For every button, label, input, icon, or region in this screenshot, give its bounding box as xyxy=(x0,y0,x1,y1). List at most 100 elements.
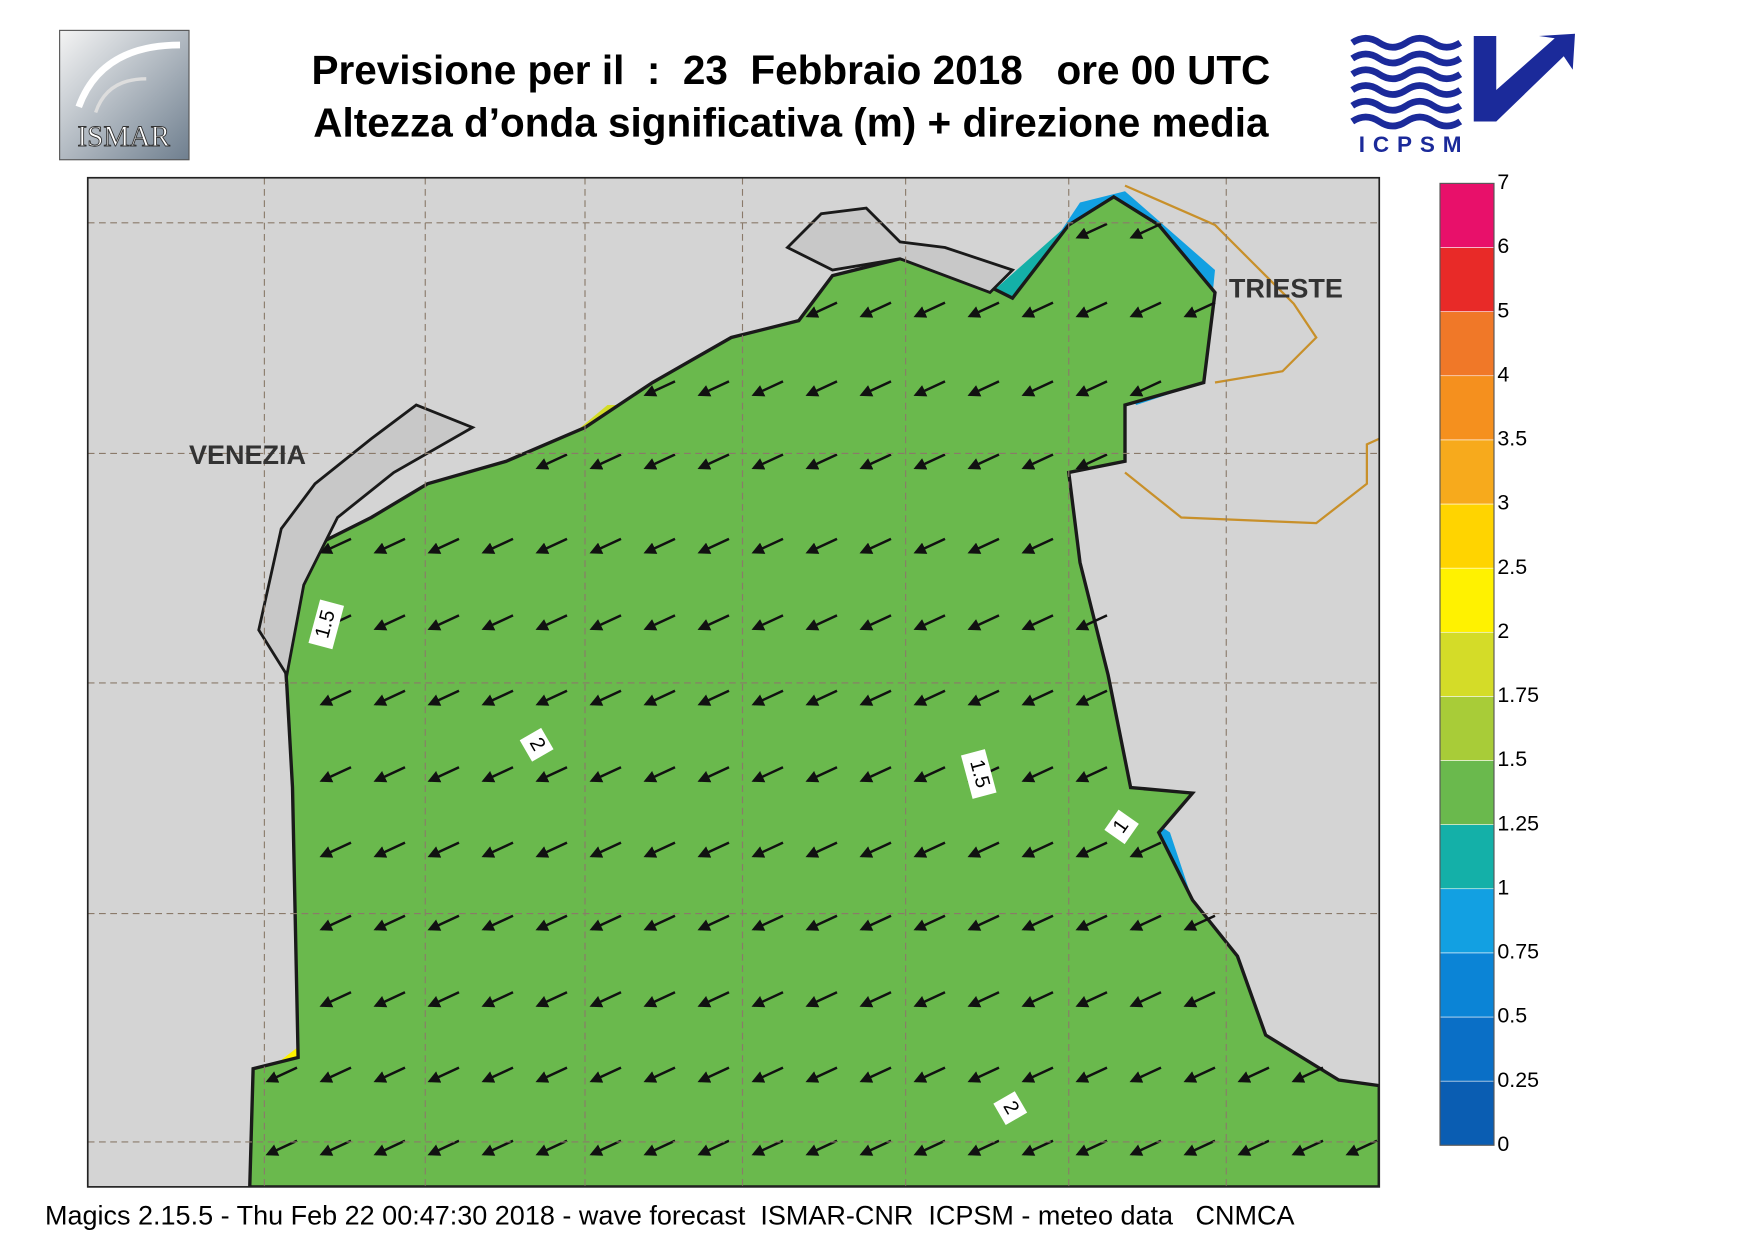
wave-arrow xyxy=(589,1066,622,1083)
wave-arrow xyxy=(589,766,622,783)
wave-arrow xyxy=(751,841,784,858)
wave-arrow xyxy=(859,689,892,706)
colorbar-label: 0.25 xyxy=(1497,1068,1539,1092)
wave-arrow xyxy=(535,841,568,858)
colorbar-label: 0.5 xyxy=(1497,1004,1527,1028)
subtitle: Altezza d’onda significativa (m) + direz… xyxy=(313,100,1269,146)
wave-arrow xyxy=(1183,914,1216,931)
wave-arrow xyxy=(1075,991,1108,1008)
wave-arrow xyxy=(1021,537,1054,554)
ismar-logo: ISMAR xyxy=(59,29,190,161)
wave-arrow xyxy=(373,914,406,931)
wave-arrow xyxy=(1021,841,1054,858)
wave-arrow xyxy=(751,766,784,783)
wave-arrow xyxy=(967,614,1000,631)
wave-arrow xyxy=(805,766,838,783)
wave-arrow xyxy=(913,1139,946,1156)
wave-arrow xyxy=(265,1139,298,1156)
colorbar-label: 4 xyxy=(1497,362,1509,386)
wave-arrow xyxy=(751,537,784,554)
wave-arrow xyxy=(697,614,730,631)
contour-labels: 1.5 2 1.5 1 2 xyxy=(308,599,1139,1126)
wave-arrow xyxy=(805,914,838,931)
footer: Magics 2.15.5 - Thu Feb 22 00:47:30 2018… xyxy=(45,1200,1295,1230)
wave-arrow xyxy=(1129,841,1162,858)
colorbar-segment xyxy=(1439,311,1495,377)
wave-arrow xyxy=(535,766,568,783)
wave-arrow xyxy=(697,380,730,397)
wave-arrow xyxy=(967,1066,1000,1083)
wave-arrow xyxy=(697,537,730,554)
wave-arrow xyxy=(697,1139,730,1156)
wave-arrow xyxy=(535,689,568,706)
colorbar-frame xyxy=(1439,182,1495,1146)
colorbar-label: 1.5 xyxy=(1497,747,1527,771)
wave-arrow xyxy=(373,689,406,706)
wave-arrow xyxy=(805,841,838,858)
wave-arrow xyxy=(1021,1066,1054,1083)
wave-arrow xyxy=(1075,453,1108,470)
wave-arrow xyxy=(1021,614,1054,631)
colorbar-label: 1 xyxy=(1497,875,1509,899)
colorbar-label: 0.75 xyxy=(1497,940,1539,964)
wave-arrow xyxy=(535,991,568,1008)
colorbar-segment xyxy=(1439,888,1495,954)
colorbar-segment xyxy=(1439,567,1495,633)
icpsm-logo-text: ICPSM xyxy=(1359,132,1470,157)
wave-arrow xyxy=(481,1066,514,1083)
wave-arrow xyxy=(481,914,514,931)
wave-arrow xyxy=(481,991,514,1008)
wave-arrow xyxy=(643,914,676,931)
colorbar-segment xyxy=(1439,503,1495,569)
colorbar-segment xyxy=(1439,952,1495,1018)
wave-arrow xyxy=(643,766,676,783)
wave-arrow xyxy=(967,841,1000,858)
colorbar-label: 0 xyxy=(1497,1132,1509,1156)
wave-arrow xyxy=(373,766,406,783)
wave-arrow xyxy=(481,689,514,706)
wave-arrow xyxy=(913,301,946,318)
wave-arrow xyxy=(589,689,622,706)
colorbar-label: 1.75 xyxy=(1497,683,1539,707)
title: Previsione per il : 23 Febbraio 2018 ore… xyxy=(311,47,1270,93)
colorbar-label: 3.5 xyxy=(1497,427,1527,451)
arrows xyxy=(265,222,1378,1156)
border xyxy=(1124,184,1380,525)
wave-arrow xyxy=(1075,380,1108,397)
wave-arrow xyxy=(1075,614,1108,631)
colorbar-segment xyxy=(1439,824,1495,890)
wave-arrow xyxy=(1345,1139,1378,1156)
wave-arrow xyxy=(805,453,838,470)
wave-arrow xyxy=(319,914,352,931)
wave-arrow xyxy=(319,689,352,706)
wave-arrow xyxy=(373,841,406,858)
wave-arrow xyxy=(967,689,1000,706)
wave-arrow xyxy=(427,766,460,783)
wave-arrow xyxy=(1129,914,1162,931)
wave-arrow xyxy=(1075,1139,1108,1156)
wave-arrow xyxy=(427,841,460,858)
wave-arrow xyxy=(643,614,676,631)
wave-arrow xyxy=(805,301,838,318)
colorbar-label: 1.25 xyxy=(1497,811,1539,835)
wave-arrow xyxy=(481,1139,514,1156)
place-label: TRIESTE xyxy=(1229,273,1343,303)
colorbar-segment xyxy=(1439,183,1495,248)
wave-arrow xyxy=(859,1139,892,1156)
wave-arrow xyxy=(859,991,892,1008)
wave-arrow xyxy=(967,537,1000,554)
wave-arrow xyxy=(913,380,946,397)
wave-arrow xyxy=(427,914,460,931)
wave-arrow xyxy=(535,614,568,631)
wave-arrow xyxy=(1075,841,1108,858)
wave-arrow xyxy=(967,1139,1000,1156)
wave-arrow xyxy=(481,766,514,783)
wave-arrow xyxy=(1021,453,1054,470)
lagoon xyxy=(785,206,1016,295)
wave-arrow xyxy=(643,453,676,470)
wave-arrow xyxy=(859,614,892,631)
colorbar: 0 0.25 0.5 0.75 1 1.25 1.5 1.75 2 2.5 3 3.5 4 5 6 7 xyxy=(1439,170,1539,1156)
wave-arrow xyxy=(913,453,946,470)
wave-arrow xyxy=(373,537,406,554)
